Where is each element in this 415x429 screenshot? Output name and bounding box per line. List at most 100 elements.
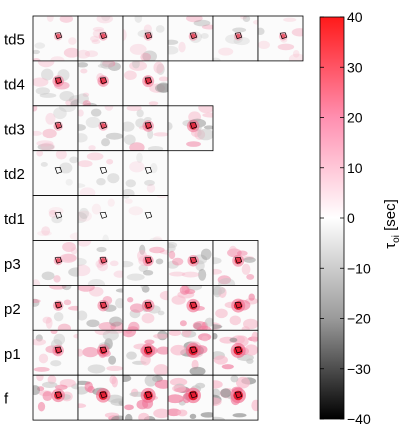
texture-blob (46, 16, 54, 23)
texture-blob (33, 49, 40, 55)
texture-blob (168, 45, 179, 55)
texture-blob (142, 50, 158, 61)
texture-blob (35, 334, 43, 342)
texture-blob (193, 19, 211, 27)
texture-blob (68, 267, 78, 277)
texture-blob (138, 412, 150, 421)
texture-blob (198, 268, 207, 281)
heatmap-panel (212, 240, 259, 286)
texture-blob (65, 98, 78, 106)
texture-blob (228, 245, 238, 256)
heatmap-panel (77, 284, 124, 331)
texture-blob (34, 42, 46, 49)
texture-blob (232, 27, 247, 33)
texture-blob (201, 24, 213, 30)
texture-blob (36, 375, 44, 382)
texture-blob (153, 408, 168, 419)
texture-blob (128, 206, 144, 216)
texture-blob (184, 289, 196, 295)
texture-blob (90, 108, 102, 117)
heatmap-panel (77, 240, 124, 286)
panel-background (78, 105, 123, 151)
heatmap-panel (212, 284, 259, 331)
heatmap-panel (122, 284, 169, 331)
texture-blob (61, 285, 72, 291)
texture-blob (113, 270, 123, 278)
texture-blob (150, 162, 158, 174)
region-outline-marker (54, 77, 63, 85)
texture-blob (200, 412, 213, 418)
texture-blob (33, 105, 38, 112)
texture-blob (144, 375, 157, 387)
texture-blob (123, 330, 137, 338)
panel-border (167, 105, 214, 152)
texture-blob (33, 58, 41, 61)
texture-blob (96, 178, 106, 186)
texture-blob (277, 43, 295, 51)
heatmap-panel (32, 329, 79, 376)
texture-blob (213, 397, 222, 407)
heatmap-panel (77, 60, 124, 107)
region-outline-marker (234, 256, 243, 264)
texture-blob (101, 138, 111, 147)
colorbar-label-unit: [sec] (382, 199, 399, 235)
texture-blob (109, 260, 119, 267)
row-label-td3: td3 (4, 121, 25, 138)
row-label-td5: td5 (4, 31, 25, 48)
texture-blob (102, 234, 110, 241)
texture-blob (129, 303, 145, 313)
texture-blob (101, 16, 111, 22)
texture-blob (87, 364, 106, 374)
texture-blob (78, 310, 88, 321)
texture-blob (253, 19, 258, 25)
texture-blob (144, 339, 155, 345)
texture-blob (204, 317, 213, 327)
panel-background (33, 105, 78, 151)
region-outline-marker (99, 211, 108, 219)
texture-blob (217, 275, 232, 285)
texture-blob (63, 47, 78, 58)
colorbar-tick-label: 0 (347, 210, 355, 226)
texture-blob (107, 198, 115, 207)
region-outline-marker (189, 391, 198, 399)
texture-blob (78, 285, 95, 292)
region-outline-marker (99, 167, 108, 174)
texture-blob (84, 381, 94, 393)
texture-blob (42, 128, 57, 139)
texture-blob (244, 344, 258, 356)
texture-blob (55, 150, 67, 160)
texture-blob (59, 90, 75, 102)
texture-blob (62, 253, 77, 262)
colorbar-tick-label: −20 (347, 311, 371, 327)
texture-blob (126, 273, 145, 281)
heatmap-panel (122, 15, 169, 62)
texture-blob (126, 105, 142, 112)
texture-blob (229, 337, 238, 343)
heatmap-panel (167, 15, 214, 62)
texture-blob (96, 16, 114, 24)
colorbar-tick-label: −30 (347, 361, 371, 377)
texture-blob (149, 83, 166, 93)
texture-blob (236, 250, 248, 256)
heatmap-panel (122, 105, 169, 152)
texture-blob (82, 100, 91, 106)
texture-blob (115, 297, 123, 309)
texture-blob (242, 16, 251, 22)
heatmap-panel (212, 329, 259, 376)
texture-blob (139, 244, 146, 255)
texture-blob (152, 236, 163, 241)
texture-blob (49, 285, 67, 290)
texture-blob (82, 92, 90, 97)
texture-blob (258, 27, 265, 36)
texture-blob (172, 384, 187, 393)
texture-blob (241, 263, 251, 275)
region-outline-marker (99, 301, 108, 309)
texture-blob (78, 211, 88, 224)
texture-blob (178, 41, 186, 53)
texture-blob (50, 56, 65, 61)
texture-blob (78, 49, 91, 59)
texture-blob (124, 198, 133, 204)
texture-blob (129, 43, 147, 55)
texture-blob (159, 290, 168, 301)
